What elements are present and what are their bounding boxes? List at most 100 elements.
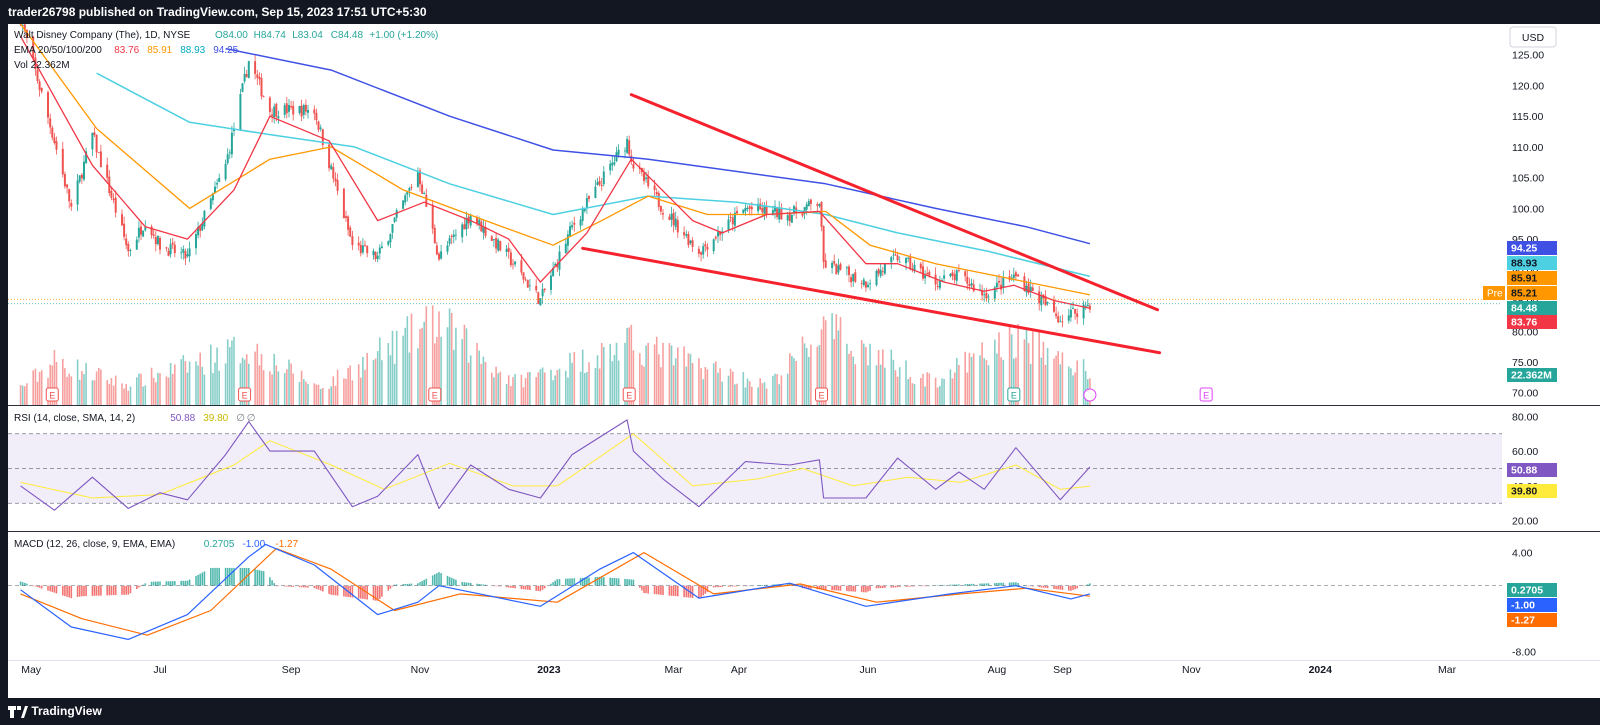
earnings-marker[interactable] <box>622 387 636 402</box>
rsi-ma-scale-tag[interactable] <box>1507 484 1557 498</box>
macd-histogram-bar <box>243 568 246 586</box>
volume-bar <box>1046 348 1049 405</box>
volume-bar <box>907 379 909 405</box>
macd-histogram-bar <box>1038 585 1040 588</box>
volume-bar <box>863 343 865 405</box>
candle <box>121 214 123 226</box>
macd-histogram-bar <box>1010 582 1013 586</box>
candle <box>588 196 590 199</box>
volume-bar <box>979 355 981 405</box>
legend-ema: 94.25 <box>213 45 238 56</box>
price-scale-tag[interactable] <box>1507 315 1557 329</box>
earnings-marker[interactable] <box>238 387 252 402</box>
price-pane[interactable] <box>8 24 1600 405</box>
volume-bar <box>746 378 749 405</box>
volume-bar <box>1042 341 1045 405</box>
volume-bar <box>1061 352 1064 405</box>
volume-bar <box>527 372 529 405</box>
volume-bar <box>882 349 884 405</box>
volume-scale-tag[interactable] <box>1507 368 1557 382</box>
earnings-marker[interactable] <box>815 387 829 402</box>
tradingview-logo-icon[interactable] <box>8 698 28 725</box>
candle <box>53 137 56 143</box>
candle <box>271 114 274 117</box>
flash-icon[interactable] <box>1083 388 1097 402</box>
price-scale-tag[interactable] <box>1507 301 1557 315</box>
macd-histogram-bar <box>248 568 250 586</box>
price-scale-tag[interactable] <box>1507 256 1557 270</box>
macd-histogram-bar <box>571 578 573 586</box>
volume-bar <box>364 369 366 405</box>
macd-histogram-bar <box>186 580 189 586</box>
macd-histogram-bar <box>655 585 658 595</box>
volume-bar <box>934 377 937 405</box>
currency-button[interactable] <box>1509 26 1557 48</box>
candle <box>571 225 574 228</box>
volume-bar <box>658 354 660 405</box>
earnings-marker[interactable] <box>428 387 442 402</box>
price-scale-tag-text: 84.48 <box>1511 303 1537 315</box>
macd-histogram-bar <box>351 585 354 598</box>
volume-bar <box>343 378 345 405</box>
macd-histogram-bar <box>440 573 442 586</box>
macd-histogram-bar <box>909 585 912 587</box>
macd-signal-scale-tag[interactable] <box>1507 613 1557 627</box>
candle <box>184 251 187 259</box>
macd-scale-tag[interactable] <box>1507 598 1557 612</box>
volume-bar <box>685 366 688 405</box>
macd-pane[interactable] <box>8 532 1600 660</box>
volume-bar <box>201 366 204 405</box>
candle <box>805 204 808 210</box>
candle <box>23 24 26 31</box>
price-scale-tag[interactable] <box>1507 241 1557 255</box>
macd-histogram-bar <box>890 585 893 588</box>
macd-histogram-bar <box>224 567 227 586</box>
earnings-marker[interactable] <box>45 387 59 402</box>
candle <box>419 170 421 185</box>
candle <box>484 227 487 236</box>
candle <box>611 162 614 166</box>
volume-bar <box>248 363 250 405</box>
volume-bar <box>40 370 43 405</box>
price-scale-tag[interactable] <box>1507 286 1557 300</box>
time-axis[interactable] <box>8 660 1600 698</box>
volume-bar <box>757 387 759 405</box>
volume-bar <box>226 339 229 405</box>
premarket-tag[interactable] <box>1483 286 1505 300</box>
candle <box>199 226 202 231</box>
rsi-scale-tag[interactable] <box>1507 463 1557 477</box>
macd-histogram-bar <box>514 585 516 589</box>
macd-histogram-bar <box>687 585 690 598</box>
candle <box>890 257 893 263</box>
candle <box>319 127 322 129</box>
volume-bar <box>419 329 421 405</box>
candle <box>683 232 686 236</box>
candle <box>1023 276 1026 291</box>
candle <box>380 246 383 249</box>
candle <box>1082 304 1085 319</box>
candle <box>862 279 865 285</box>
macd-histogram-bar <box>683 585 685 598</box>
macd-hist-scale-tag[interactable] <box>1507 583 1557 597</box>
volume-bar <box>93 380 96 405</box>
macd-histogram-bar <box>685 585 688 598</box>
candle <box>909 257 912 270</box>
volume-bar <box>277 371 280 405</box>
volume-bar <box>484 362 487 405</box>
volume-bar <box>877 350 880 405</box>
volume-bar <box>210 344 212 405</box>
macd-histogram-bar <box>1046 585 1049 589</box>
volume-bar <box>744 387 747 405</box>
earnings-marker[interactable] <box>1007 387 1021 402</box>
earnings-marker[interactable] <box>1199 387 1213 402</box>
price-scale-tag[interactable] <box>1507 271 1557 285</box>
volume-bar <box>410 313 413 405</box>
volume-bar <box>603 346 605 405</box>
trendline[interactable] <box>629 93 1160 312</box>
macd-histogram-bar <box>1017 583 1019 586</box>
volume-bar <box>1027 343 1030 405</box>
candle <box>410 187 413 188</box>
macd-histogram-bar <box>305 585 307 588</box>
trendline[interactable] <box>581 246 1162 355</box>
